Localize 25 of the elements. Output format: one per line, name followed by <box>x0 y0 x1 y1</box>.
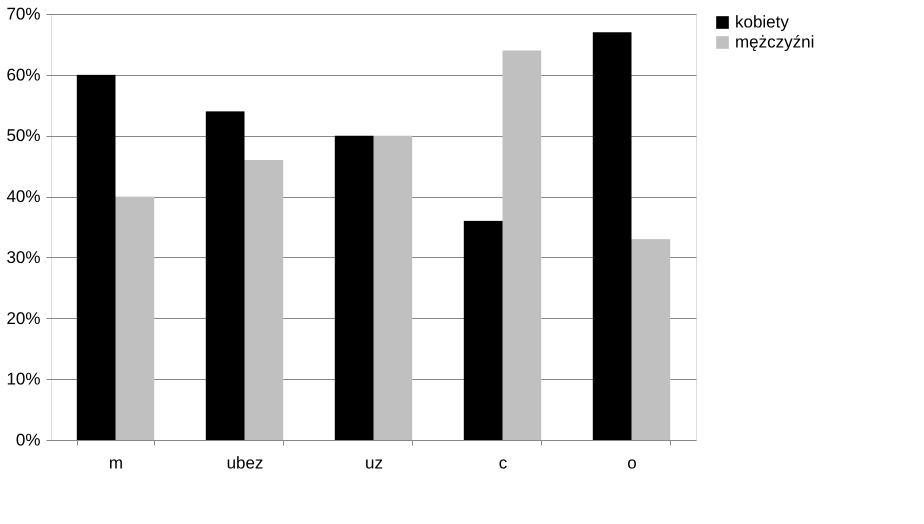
bar <box>374 136 412 440</box>
bar <box>76 74 116 440</box>
bar <box>206 111 244 440</box>
x-tick-label: c <box>498 454 508 472</box>
y-tick-label: 0% <box>16 430 40 450</box>
y-tick-label: 20% <box>6 308 40 328</box>
y-tick-label: 10% <box>6 370 40 389</box>
x-tick-label: m <box>108 454 124 472</box>
bar <box>334 136 374 440</box>
x-tick-label: uz <box>365 454 383 472</box>
y-tick-label: 40% <box>6 187 40 206</box>
y-tick-label: 50% <box>6 126 40 146</box>
y-tick-label: 60% <box>6 65 40 84</box>
bar <box>464 220 502 440</box>
bar <box>244 160 284 440</box>
bar <box>502 50 542 440</box>
y-tick-label: 70% <box>6 4 40 24</box>
x-tick-label: o <box>627 454 637 472</box>
bar <box>592 32 632 440</box>
legend-label: mężczyźni <box>735 32 814 52</box>
y-tick-label: 30% <box>6 248 40 267</box>
bar <box>632 239 670 440</box>
legend-label: kobiety <box>735 12 790 32</box>
bar <box>116 196 154 440</box>
x-tick-label: ubez <box>226 454 264 472</box>
